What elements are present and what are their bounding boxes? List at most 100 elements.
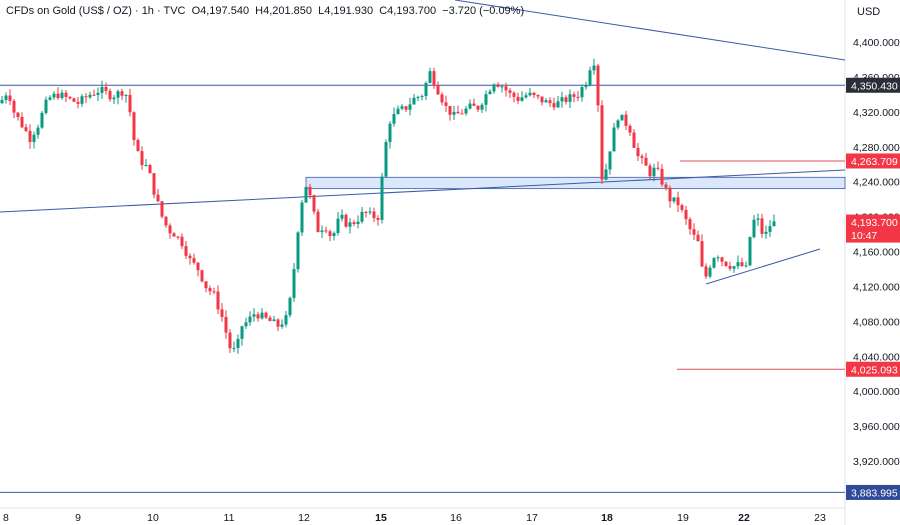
candle (704, 263, 708, 280)
candle (16, 112, 20, 121)
candle (248, 311, 252, 326)
candle (540, 96, 544, 106)
candle-body (156, 194, 160, 202)
candle-body (304, 186, 308, 203)
candle (568, 89, 572, 109)
candle-body (668, 187, 672, 202)
candle-body (484, 94, 488, 105)
candle (640, 154, 644, 164)
candle (460, 109, 464, 115)
candle-body (404, 106, 408, 110)
candle (292, 262, 296, 302)
candle (264, 311, 268, 320)
candle (332, 231, 336, 241)
candle-body (84, 96, 88, 98)
candle (4, 92, 8, 104)
candle (188, 253, 192, 265)
candle (504, 82, 508, 97)
candle-body (416, 96, 420, 98)
candle (336, 212, 340, 236)
candle-body (756, 218, 760, 220)
candle-body (120, 91, 124, 96)
candle-body (584, 84, 588, 88)
candle (516, 92, 520, 104)
rising-trendline (0, 169, 846, 213)
triangle-support-line (705, 248, 821, 285)
candle (632, 129, 636, 149)
candle-body (708, 267, 712, 277)
candle-body (760, 218, 764, 234)
candle (112, 94, 116, 105)
candle-body (40, 112, 44, 128)
candle (528, 87, 532, 97)
candle (440, 92, 444, 106)
candle-body (752, 219, 756, 238)
candle (644, 152, 648, 166)
candle (380, 172, 384, 224)
candle-body (540, 96, 544, 103)
candle (700, 234, 704, 268)
candle-body (384, 142, 388, 177)
candle (536, 94, 540, 100)
candle (36, 124, 40, 139)
candle (88, 91, 92, 100)
candle-body (388, 123, 392, 143)
candle-body (52, 93, 56, 98)
candle (352, 219, 356, 227)
candle-body (320, 230, 324, 233)
candle-body (576, 96, 580, 98)
y-tick-label: 4,000.000 (853, 386, 900, 398)
candle (736, 255, 740, 270)
candle-body (652, 167, 656, 177)
candle-body (8, 95, 12, 101)
candle-body (436, 85, 440, 95)
candle (144, 158, 148, 167)
candle-body (648, 165, 652, 177)
candle (40, 110, 44, 129)
candle-body (420, 96, 424, 98)
descending-trendline (454, 0, 846, 61)
candle-body (400, 106, 404, 109)
candle (68, 96, 72, 100)
candle-body (236, 338, 240, 348)
candle (612, 122, 616, 152)
candle (160, 200, 164, 219)
candle-body (644, 157, 648, 166)
candle-body (36, 127, 40, 135)
candle-body (228, 332, 232, 349)
x-tick-label: 22 (738, 512, 750, 524)
lower-red-badge: 4,025.093 (851, 364, 898, 376)
candle-body (520, 97, 524, 101)
candle (592, 58, 596, 75)
candle (148, 163, 152, 174)
candle-body (456, 111, 460, 114)
candle-body (500, 86, 504, 88)
candle-body (284, 315, 288, 325)
candle-body (336, 218, 340, 234)
candle (620, 114, 624, 121)
candle-body (572, 94, 576, 97)
candle-body (524, 95, 528, 98)
candle-body (568, 94, 572, 102)
candle (492, 83, 496, 94)
candle (616, 119, 620, 130)
candle-body (380, 176, 384, 220)
candle-body (772, 221, 776, 227)
y-tick-label: 4,400.000 (853, 37, 900, 49)
candle (420, 94, 424, 101)
candle (392, 107, 396, 127)
candle (556, 96, 560, 108)
candle (444, 95, 448, 113)
currency-label[interactable]: USD (857, 6, 881, 18)
candle (600, 100, 604, 184)
candle-body (564, 97, 568, 102)
candle (208, 285, 212, 296)
candle (512, 91, 516, 103)
candle (284, 310, 288, 328)
candle-body (508, 90, 512, 93)
bottom-blue-badge: 3,883.995 (851, 487, 898, 499)
candle (0, 95, 4, 104)
candle (252, 308, 256, 322)
candle (732, 265, 736, 273)
